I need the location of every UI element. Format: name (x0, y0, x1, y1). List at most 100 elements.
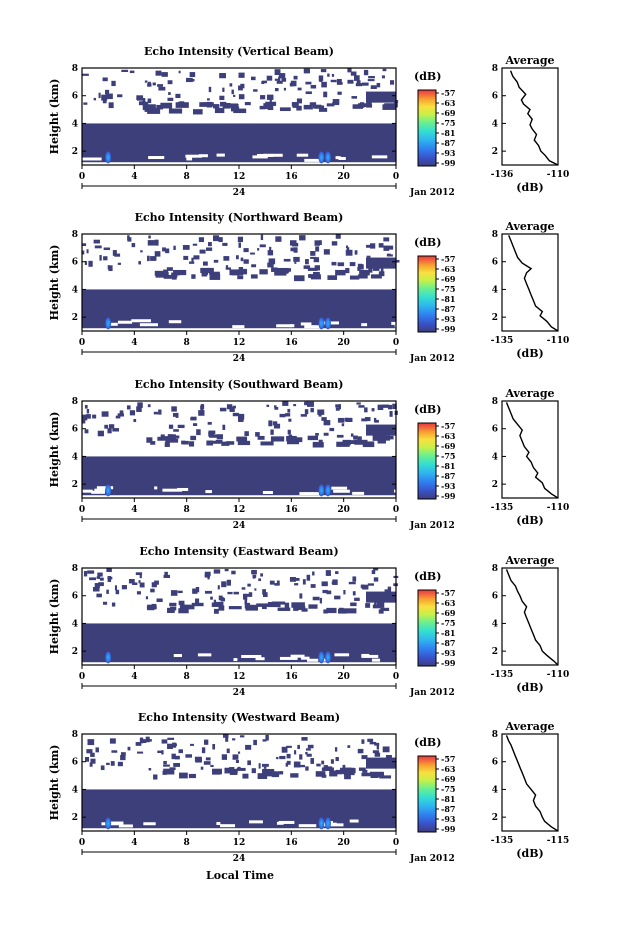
echo-cell (366, 424, 396, 436)
echo-cell (345, 249, 353, 256)
echo-cell (293, 256, 300, 262)
y-tick-label: 6 (72, 592, 78, 602)
echo-cell (209, 274, 221, 280)
echo-cell (207, 576, 210, 580)
date-label: Jan 2012 (409, 854, 455, 864)
echo-cell (219, 101, 227, 107)
echo-cell (229, 406, 235, 412)
echo-cell (334, 747, 338, 752)
data-gap (300, 656, 310, 660)
x-tick-label: 0 (79, 172, 85, 182)
data-gap (117, 320, 133, 324)
echo-cell (169, 767, 176, 770)
echo-cell (366, 104, 373, 108)
echo-cell (357, 436, 362, 442)
echo-cell (322, 589, 328, 594)
echo-cell (136, 591, 141, 595)
colorbar-tick-label: -57 (441, 754, 455, 764)
echo-cell (314, 240, 321, 246)
echo-cell (303, 104, 313, 110)
echo-cell (132, 582, 138, 586)
echo-cell (372, 267, 380, 271)
day-label: 24 (233, 854, 246, 864)
average-profile-line (505, 735, 559, 832)
echo-cell (352, 591, 356, 596)
echo-cell (136, 95, 144, 101)
echo-cell (323, 91, 328, 98)
echo-cell (232, 738, 236, 741)
data-gap (154, 486, 158, 490)
echo-cell (147, 98, 152, 104)
echo-cell (161, 72, 168, 77)
echo-cell (299, 764, 306, 768)
colorbar-tick-label: -75 (441, 284, 455, 294)
x-tick-label: 8 (184, 838, 190, 848)
echo-cell (325, 570, 331, 576)
echo-cell (359, 102, 365, 108)
echo-cell (260, 441, 274, 446)
echo-cell (87, 570, 95, 574)
echo-cell (331, 261, 337, 266)
echo-cell (84, 404, 88, 409)
echo-cell (221, 581, 227, 588)
echo-cell (326, 607, 337, 614)
echo-cell (373, 772, 385, 778)
echo-cell (387, 586, 392, 593)
echo-cell (281, 746, 288, 753)
echo-cell (310, 407, 314, 413)
heatmap (82, 234, 408, 330)
colorbar-tick-label: -81 (441, 794, 455, 804)
echo-cell (163, 274, 172, 279)
echo-cell (199, 249, 206, 254)
echo-cell (106, 762, 110, 766)
echo-cell (162, 247, 166, 252)
echo-cell (275, 236, 282, 242)
echo-cell (229, 767, 235, 773)
echo-cell (97, 572, 103, 577)
y-axis-label: Height (km) (48, 245, 61, 321)
echo-cell (145, 596, 149, 600)
avg-x-tick-label: -110 (547, 670, 570, 680)
avg-y-tick-label: 6 (492, 258, 498, 268)
echo-cell (84, 429, 89, 434)
echo-cell (383, 245, 390, 251)
echo-cell (147, 108, 161, 114)
day-label: 24 (233, 354, 246, 364)
echo-cell (266, 75, 273, 81)
colorbar-tick-label: -69 (441, 108, 456, 118)
echo-cell (367, 738, 374, 742)
colorbar-unit: (dB) (414, 70, 441, 83)
echo-cell (392, 403, 397, 409)
echo-cell (167, 607, 175, 613)
echo-cell (206, 101, 213, 108)
echo-cell (190, 435, 197, 441)
echo-cell (329, 770, 338, 777)
echo-cell (177, 590, 183, 594)
avg-y-tick-label: 2 (492, 147, 498, 157)
echo-cell (353, 435, 358, 440)
echo-cell (337, 91, 342, 95)
echo-cell (242, 773, 249, 779)
y-tick-label: 4 (72, 119, 78, 129)
echo-cell (354, 75, 360, 81)
echo-cell (212, 104, 220, 109)
avg-x-tick-label: -110 (547, 503, 570, 513)
echo-cell (88, 260, 93, 267)
strong-echo (105, 817, 112, 830)
avg-y-tick-label: 2 (492, 313, 498, 323)
y-tick-label: 6 (72, 425, 78, 435)
echo-cell (227, 103, 238, 108)
echo-cell (157, 750, 164, 754)
data-gap (255, 657, 265, 661)
echo-cell (366, 255, 371, 258)
x-tick-label: 16 (285, 838, 298, 848)
echo-cell (103, 247, 111, 251)
echo-cell (349, 275, 360, 280)
echo-cell (219, 407, 227, 412)
echo-cell (389, 410, 393, 417)
echo-cell (304, 401, 308, 406)
echo-cell (142, 104, 156, 111)
average-xlabel: (dB) (516, 681, 543, 694)
echo-cell (154, 270, 164, 276)
